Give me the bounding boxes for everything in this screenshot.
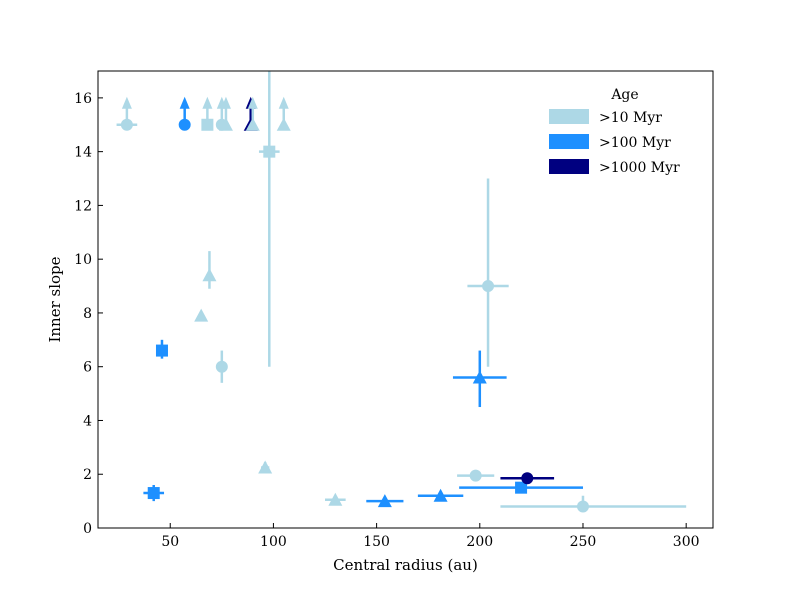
data-point [472, 370, 487, 384]
lower-limit-arrow-head [121, 96, 132, 109]
data-marks [116, 71, 687, 513]
y-tick-label: 10 [74, 252, 92, 268]
legend-label: >100 Myr [599, 135, 671, 151]
data-point [433, 488, 448, 502]
legend-label: >10 Myr [599, 110, 662, 126]
y-tick-label: 0 [83, 521, 92, 537]
legend: Age >10 Myr >100 Myr >1000 Myr [549, 87, 680, 176]
data-point [263, 145, 276, 158]
data-point [202, 268, 217, 282]
data-point [377, 494, 392, 508]
x-tick-label: 50 [161, 534, 179, 550]
lower-limit-arrow-head [247, 96, 258, 109]
data-point-lower-limit [245, 117, 260, 131]
data-point [215, 360, 228, 373]
axis-ticks: 50 100 150 200 250 300 0 2 4 6 8 10 12 14 16 [74, 91, 699, 550]
x-tick-label: 250 [570, 534, 597, 550]
y-tick-label: 2 [83, 467, 92, 483]
x-tick-label: 150 [363, 534, 390, 550]
data-point [258, 460, 273, 474]
lower-limit-arrow-head [179, 96, 190, 109]
data-point [469, 469, 482, 482]
y-tick-label: 12 [74, 198, 92, 214]
y-tick-label: 4 [83, 413, 92, 429]
data-point [576, 500, 589, 513]
y-tick-label: 8 [83, 306, 92, 322]
data-point [194, 308, 209, 322]
y-tick-label: 14 [74, 145, 92, 161]
data-point [328, 492, 343, 506]
lower-limit-arrow-head [202, 96, 213, 109]
x-tick-label: 200 [466, 534, 493, 550]
data-point [482, 280, 495, 293]
lower-limit-arrow-head [220, 96, 231, 109]
legend-swatch [549, 159, 589, 174]
legend-label: >1000 Myr [599, 160, 680, 176]
data-point-lower-limit [276, 117, 291, 131]
data-point-lower-limit [201, 118, 214, 131]
x-axis-label: Central radius (au) [333, 556, 478, 574]
data-point [155, 344, 168, 357]
data-point [515, 481, 528, 494]
data-point [147, 487, 160, 500]
legend-swatch [549, 134, 589, 149]
data-point-lower-limit [178, 118, 191, 131]
y-tick-label: 6 [83, 360, 92, 376]
x-tick-label: 100 [260, 534, 287, 550]
data-point-lower-limit [218, 117, 233, 131]
x-tick-label: 300 [673, 534, 700, 550]
y-axis-label: Inner slope [46, 256, 64, 342]
y-tick-label: 16 [74, 91, 92, 107]
plot-frame [97, 70, 714, 529]
data-point-lower-limit [120, 118, 133, 131]
data-point [521, 472, 534, 485]
legend-title: Age [610, 87, 638, 103]
legend-swatch [549, 109, 589, 124]
lower-limit-arrow-head [278, 96, 289, 109]
